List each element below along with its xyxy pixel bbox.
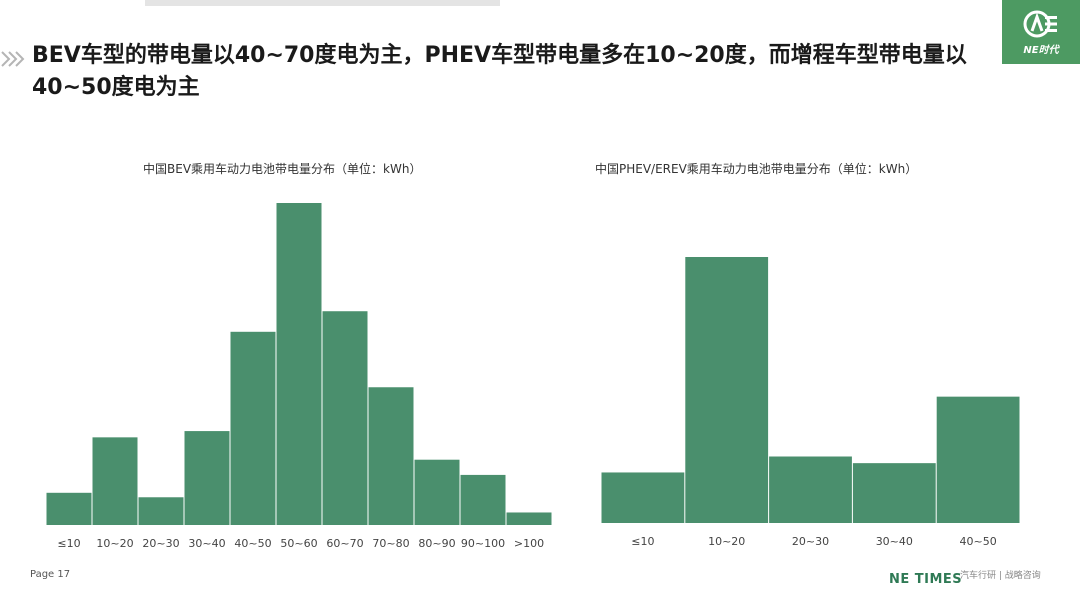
page-headline: BEV车型的带电量以40~70度电为主，PHEV车型带电量多在10~20度，而增… (32, 43, 967, 100)
phev-bar-2 (769, 456, 852, 523)
bev-tick-label-2: 20~30 (142, 537, 179, 550)
bev-tick-label-4: 40~50 (234, 537, 271, 550)
bev-bar-10 (506, 512, 552, 525)
bev-tick-label-5: 50~60 (280, 537, 317, 550)
top-decorative-rule (145, 0, 500, 6)
bev-tick-label-8: 80~90 (418, 537, 455, 550)
bev-chart-title: 中国BEV乘用车动力电池带电量分布（单位：kWh） (143, 162, 422, 176)
phev-bar-4 (936, 396, 1020, 523)
bev-bar-3 (184, 431, 230, 525)
bev-tick-label-6: 60~70 (326, 537, 363, 550)
bev-tick-label-1: 10~20 (96, 537, 133, 550)
bev-tick-label-7: 70~80 (372, 537, 409, 550)
footer-tagline: 汽车行研 | 战略咨询 (960, 571, 1041, 581)
bev-tick-label-3: 30~40 (188, 537, 225, 550)
chevron-right-icon (1, 51, 25, 67)
phev-tick-label-3: 30~40 (876, 535, 913, 548)
phev-tick-label-4: 40~50 (959, 535, 996, 548)
bev-bar-7 (368, 387, 414, 525)
logo-text: NE时代 (1023, 44, 1059, 56)
phev-bar-3 (852, 463, 936, 523)
bev-bar-5 (276, 203, 322, 525)
bev-tick-label-9: 90~100 (461, 537, 505, 550)
phev-bar-0 (601, 472, 685, 523)
bev-tick-label-10: >100 (514, 537, 544, 550)
page-number: Page 17 (30, 569, 71, 580)
phev-chart-title: 中国PHEV/EREV乘用车动力电池带电量分布（单位：kWh） (595, 162, 918, 176)
bev-bar-2 (138, 497, 184, 525)
phev-bar-1 (685, 257, 769, 523)
bev-bar-6 (322, 311, 368, 525)
bev-bar-1 (92, 437, 138, 525)
bev-tick-label-0: ≤10 (57, 537, 80, 550)
bev-bar-0 (46, 492, 92, 525)
phev-tick-label-0: ≤10 (631, 535, 654, 548)
bev-bar-9 (460, 474, 506, 525)
brand-logo: NE时代 (1002, 0, 1080, 64)
phev-tick-label-2: 20~30 (792, 535, 829, 548)
bev-bar-4 (230, 331, 276, 525)
footer-brand: NE TIMES (889, 572, 963, 587)
bev-bar-8 (414, 459, 460, 525)
ne-times-logo-icon (1023, 10, 1057, 37)
phev-tick-label-1: 10~20 (708, 535, 745, 548)
